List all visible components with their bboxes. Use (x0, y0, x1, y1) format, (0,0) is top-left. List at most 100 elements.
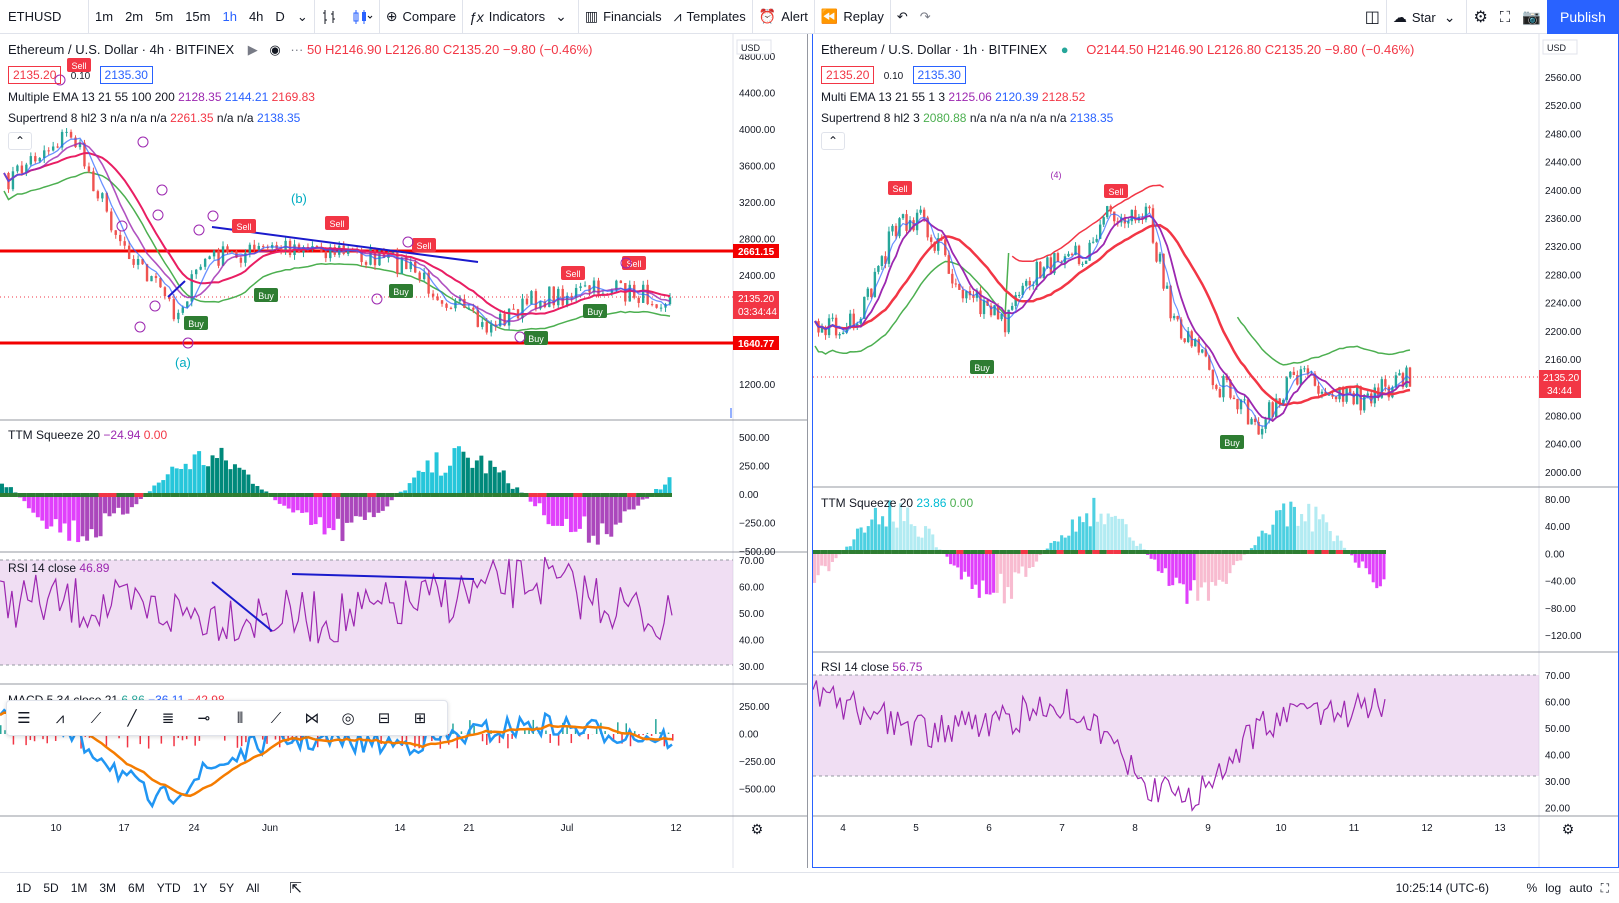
buy-signal-bg (524, 331, 548, 345)
candle-body (279, 248, 283, 250)
range-1m[interactable]: 1M (70, 881, 88, 895)
elliott-wave-marker (193, 224, 205, 236)
interval-dropdown-chevron-icon[interactable]: ⌄ (296, 8, 308, 24)
candle-body (136, 259, 140, 265)
range-ytd[interactable]: YTD (156, 881, 181, 895)
price-tick-label: 4800.00 (739, 52, 776, 63)
templates-button[interactable]: ⩘ Templates (668, 0, 752, 34)
goto-date-icon[interactable]: ⇱ (289, 880, 302, 897)
sell-signal: Sell (329, 219, 344, 229)
zigzag-icon[interactable]: ⟋ (90, 709, 102, 727)
trend-line-icon[interactable]: ╱ (127, 710, 137, 727)
interval-4h[interactable]: 4h (248, 9, 264, 24)
bar-style-icon[interactable] (315, 0, 345, 34)
bid-price[interactable]: 2135.20 (8, 66, 62, 84)
right-supertrend-legend[interactable]: Supertrend 8 hl2 3 2080.88 n/a n/a n/a n… (821, 111, 1113, 125)
ask-price[interactable]: 2135.30 (912, 66, 966, 84)
eye-icon[interactable]: ◉ (269, 42, 281, 57)
left-chart-pane[interactable]: 4800.00 4400.00 4000.00 3600.00 3200.00 2800.… (0, 34, 808, 868)
settings-gear-icon[interactable]: ⚙ (1473, 9, 1488, 26)
left-ema-legend[interactable]: Multiple EMA 13 21 55 100 200 2128.35 21… (8, 90, 315, 104)
range-icon[interactable]: ⊟ (377, 710, 391, 727)
flag-icon[interactable]: ▶ (247, 42, 258, 57)
candle-style-icon[interactable] (345, 0, 379, 34)
camera-icon[interactable]: 📷 (1522, 9, 1541, 26)
fullscreen-corner-icon[interactable]: ⛶ (1600, 880, 1609, 895)
elliott-wave-icon[interactable]: ⩘ (55, 709, 65, 727)
ttm-histogram-bar (1264, 533, 1268, 552)
collapse-legend-chevron-up-icon[interactable]: ⌃ (821, 132, 845, 150)
settings-lines-icon[interactable]: ⊞ (413, 710, 427, 727)
symbol-search[interactable]: ETHUSD (8, 9, 62, 24)
star-button[interactable]: ☁ Star ⌄ (1387, 0, 1467, 34)
layout-icon[interactable]: ◫ (1364, 9, 1380, 26)
range-3m[interactable]: 3M (99, 881, 117, 895)
ttm-tick-label: −250.00 (739, 519, 776, 530)
ttm-histogram-bar-dot (152, 493, 162, 497)
left-symbol-title[interactable]: Ethereum / U.S. Dollar · 4h · BITFINEX (8, 42, 235, 57)
ttm-histogram-bar (53, 495, 58, 520)
ttm-histogram-bar (497, 472, 502, 495)
divider (813, 0, 815, 34)
auto-scale-toggle[interactable]: auto (1569, 880, 1593, 895)
range-6m[interactable]: 6M (128, 881, 145, 895)
interval-15m[interactable]: 15m (185, 9, 211, 24)
ttm-histogram-bar-dot (941, 550, 950, 554)
vertical-lines-icon[interactable]: ⦀ (236, 709, 244, 727)
right-chart-pane[interactable]: 2560.00 2520.00 2480.00 2440.00 2400.00 2360.… (812, 34, 1619, 868)
left-supertrend-legend[interactable]: Supertrend 8 hl2 3 n/a n/a n/a 2261.35 n… (8, 111, 300, 125)
interval-2m[interactable]: 2m (125, 9, 144, 24)
fullscreen-icon[interactable]: ⛶ (1499, 8, 1511, 26)
collapse-legend-chevron-up-icon[interactable]: ⌃ (8, 132, 32, 150)
interval-1h[interactable]: 1h (222, 9, 237, 24)
log-scale-toggle[interactable]: log (1545, 880, 1562, 895)
range-1y[interactable]: 1Y (192, 881, 208, 895)
candle-body (127, 245, 131, 259)
compare-button[interactable]: ⊕ Compare (380, 0, 462, 34)
range-5y[interactable]: 5Y (219, 881, 235, 895)
ttm-histogram-bar-dot (295, 493, 305, 497)
undo-icon[interactable]: ↶ (896, 8, 908, 24)
publish-button[interactable]: Publish (1547, 0, 1619, 34)
ttm-histogram-bar (1074, 531, 1078, 552)
candle-body (405, 257, 408, 270)
range-1d[interactable]: 1D (16, 881, 32, 895)
range-all[interactable]: All (246, 881, 260, 895)
left-rsi-legend[interactable]: RSI 14 close 46.89 (8, 561, 109, 575)
percent-scale-toggle[interactable]: % (1526, 880, 1538, 895)
alert-button[interactable]: ⏰ Alert (753, 0, 814, 34)
replay-button[interactable]: ⏪ Replay (815, 0, 890, 34)
right-rsi-legend[interactable]: RSI 14 close 56.75 (821, 660, 922, 674)
right-ema-legend[interactable]: Multi EMA 13 21 55 1 3 2125.06 2120.39 2… (821, 90, 1085, 104)
right-symbol-title[interactable]: Ethereum / U.S. Dollar · 1h · BITFINEX (821, 42, 1048, 57)
ttm-histogram-bar (1092, 497, 1096, 552)
redo-icon[interactable]: ↷ (919, 8, 931, 24)
interval-d[interactable]: D (275, 9, 285, 24)
ttm-histogram-bar-dot (1235, 550, 1243, 554)
candle-body (521, 298, 524, 319)
spiral-icon[interactable]: ◎ (341, 710, 355, 727)
range-5d[interactable]: 5D (43, 881, 59, 895)
fib-retracement-icon[interactable]: ≣ (161, 710, 175, 727)
ttm-histogram-bar (1257, 536, 1261, 552)
pattern-icon[interactable]: ⋈ (304, 710, 320, 727)
horizontal-ray-icon[interactable]: ⊸ (197, 710, 211, 727)
ttm-histogram-bar (956, 552, 960, 568)
indicators-button[interactable]: ƒx Indicators ⌄ (463, 0, 578, 34)
timezone-clock[interactable]: 10:25:14 (UTC-6) (1395, 881, 1489, 895)
line-tool-icon[interactable]: ⟋ (270, 709, 282, 727)
bid-price[interactable]: 2135.20 (821, 66, 875, 84)
ttm-histogram-bar-dot (250, 493, 260, 497)
right-chart-canvas[interactable]: 2560.00 2520.00 2480.00 2440.00 2400.00 2360.… (813, 34, 1618, 867)
ttm-histogram-bar (1095, 521, 1099, 552)
left-ttm-legend[interactable]: TTM Squeeze 20 −24.94 0.00 (8, 428, 167, 442)
more-icon[interactable]: ··· (290, 42, 304, 57)
horizontal-lines-icon[interactable]: ☰ (17, 710, 31, 727)
left-chart-canvas[interactable]: 4800.00 4400.00 4000.00 3600.00 3200.00 2800.… (0, 34, 808, 868)
interval-5m[interactable]: 5m (155, 9, 174, 24)
financials-button[interactable]: ▥ Financials (579, 0, 668, 34)
ttm-histogram-bar (881, 516, 885, 552)
ask-price[interactable]: 2135.30 (99, 66, 153, 84)
right-ttm-legend[interactable]: TTM Squeeze 20 23.86 0.00 (821, 496, 973, 510)
interval-1m[interactable]: 1m (95, 9, 114, 24)
